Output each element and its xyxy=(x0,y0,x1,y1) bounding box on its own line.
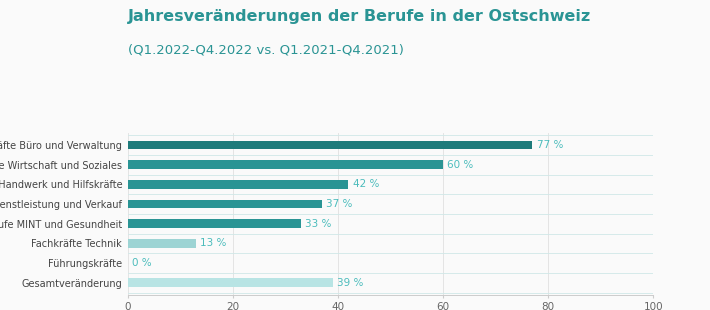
Text: 0 %: 0 % xyxy=(132,258,152,268)
Bar xyxy=(128,160,443,169)
Text: 13 %: 13 % xyxy=(200,238,226,248)
Text: Jahresveränderungen der Berufe in der Ostschweiz: Jahresveränderungen der Berufe in der Os… xyxy=(128,9,591,24)
Text: (Q1.2022-Q4.2022 vs. Q1.2021-Q4.2021): (Q1.2022-Q4.2022 vs. Q1.2021-Q4.2021) xyxy=(128,43,404,56)
Bar xyxy=(128,239,196,248)
Bar xyxy=(128,141,532,149)
Text: 42 %: 42 % xyxy=(353,179,379,189)
Text: 39 %: 39 % xyxy=(337,278,364,288)
Text: 60 %: 60 % xyxy=(447,160,474,170)
Bar xyxy=(128,219,301,228)
Text: 77 %: 77 % xyxy=(537,140,563,150)
Text: 33 %: 33 % xyxy=(305,219,332,229)
Text: 37 %: 37 % xyxy=(327,199,353,209)
Bar xyxy=(128,200,322,209)
Bar xyxy=(128,278,333,287)
Bar xyxy=(128,180,349,189)
